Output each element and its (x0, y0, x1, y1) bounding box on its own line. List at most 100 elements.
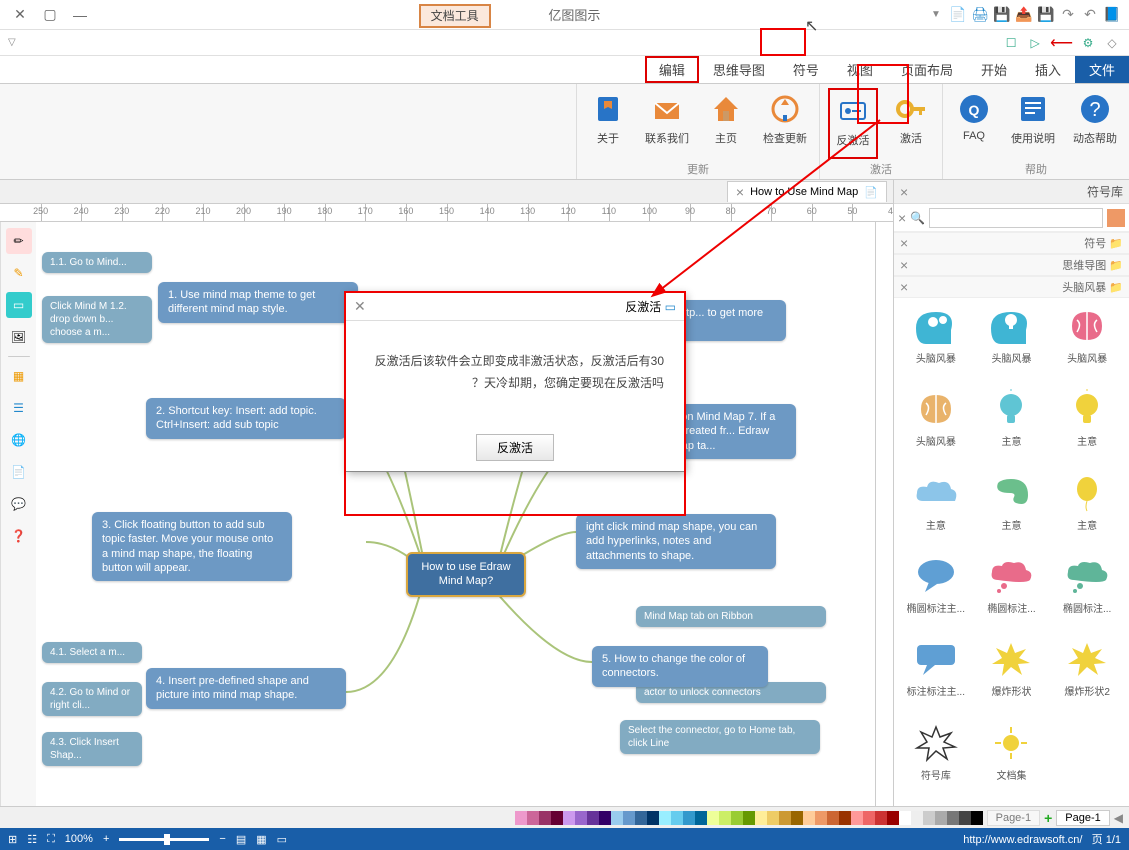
ribbon-home-button[interactable]: 主页 (703, 88, 749, 159)
page-nav-icon[interactable]: ◀ (1114, 811, 1123, 825)
ribbon-manual-button[interactable]: 使用说明 (1007, 88, 1059, 159)
vt-pen-icon[interactable]: ✎ (6, 260, 32, 286)
sb-icon3[interactable]: ⊞ (8, 833, 17, 846)
menu-file[interactable]: 文件 (1075, 56, 1129, 83)
vt-list-icon[interactable]: ☰ (6, 395, 32, 421)
vt-rect-icon[interactable]: ▭ (6, 292, 32, 318)
sidebar-cat-2[interactable]: 📁 头脑风暴× (894, 276, 1129, 298)
tool-tab[interactable]: 文档工具 (419, 4, 491, 28)
tab-close-icon[interactable]: × (736, 184, 744, 200)
undo-icon[interactable]: ↶ (1081, 6, 1099, 24)
minimize-button[interactable]: — (68, 5, 92, 25)
expand-icon[interactable]: ▽ (8, 37, 16, 48)
shape-item[interactable]: 主意 (1051, 387, 1123, 466)
color-swatch[interactable] (539, 811, 551, 825)
shape-item[interactable]: 爆炸形状 (976, 637, 1048, 716)
mindmap-center[interactable]: How to use Edraw Mind Map? (406, 552, 526, 597)
maximize-button[interactable]: ▢ (38, 5, 62, 25)
collapse-icon[interactable]: ◇ (1103, 34, 1121, 52)
color-swatch[interactable] (683, 811, 695, 825)
mindmap-node[interactable]: Mind Map tab on Ribbon (636, 606, 826, 627)
menu-view[interactable]: 视图 (833, 56, 887, 83)
ribbon-about-button[interactable]: 关于 (585, 88, 631, 159)
shape-item[interactable]: 头脑风暴 (1051, 304, 1123, 383)
ribbon-deact-button[interactable]: 反激活 (828, 88, 878, 159)
gear-icon[interactable]: ⚙ (1079, 34, 1097, 52)
color-palette[interactable] (6, 811, 983, 825)
color-swatch[interactable] (575, 811, 587, 825)
color-swatch[interactable] (635, 811, 647, 825)
shape-item[interactable]: 椭圆标注... (1051, 554, 1123, 633)
color-swatch[interactable] (899, 811, 911, 825)
nav-icon[interactable]: ▷ (1026, 34, 1044, 52)
category-icon[interactable] (1107, 209, 1125, 227)
dialog-close-button[interactable]: ✕ (354, 298, 366, 315)
mindmap-node[interactable]: 5. How to change the color of connectors… (592, 646, 768, 687)
color-swatch[interactable] (671, 811, 683, 825)
shape-item[interactable]: 主意 (1051, 471, 1123, 550)
menu-edit[interactable]: 编辑 (645, 56, 699, 83)
color-swatch[interactable] (599, 811, 611, 825)
color-swatch[interactable] (875, 811, 887, 825)
sb-view3-icon[interactable]: ▤ (236, 833, 246, 846)
mindmap-node[interactable]: 2. Shortcut key: Insert: add topic. Ctrl… (146, 398, 346, 439)
color-swatch[interactable] (647, 811, 659, 825)
color-swatch[interactable] (815, 811, 827, 825)
shape-item[interactable]: 主意 (900, 471, 972, 550)
color-swatch[interactable] (911, 811, 923, 825)
sidebar-cat-0[interactable]: 📁 符号× (894, 232, 1129, 254)
color-swatch[interactable] (623, 811, 635, 825)
mindmap-node[interactable]: Select the connector, go to Home tab, cl… (620, 720, 820, 754)
color-swatch[interactable] (731, 811, 743, 825)
color-swatch[interactable] (527, 811, 539, 825)
color-swatch[interactable] (863, 811, 875, 825)
shape-item[interactable]: 符号库 (900, 721, 972, 800)
color-swatch[interactable] (695, 811, 707, 825)
ribbon-key-button[interactable]: 激活 (888, 88, 934, 159)
color-swatch[interactable] (839, 811, 851, 825)
sb-icon1[interactable]: ⛶ (47, 833, 55, 846)
ribbon-help-dyn-button[interactable]: ?动态帮助 (1069, 88, 1121, 159)
color-swatch[interactable] (707, 811, 719, 825)
color-swatch[interactable] (947, 811, 959, 825)
vt-msg-icon[interactable]: 💬 (6, 491, 32, 517)
ribbon-update-button[interactable]: 检查更新 (759, 88, 811, 159)
color-swatch[interactable] (563, 811, 575, 825)
shape-item[interactable]: 椭圆标注主... (900, 554, 972, 633)
close-button[interactable]: ✕ (8, 5, 32, 25)
menu-symbol[interactable]: 符号 (779, 56, 833, 83)
search-clear[interactable]: × (898, 210, 906, 226)
mindmap-node[interactable]: ight click mind map shape, you can add h… (576, 514, 776, 569)
search-input[interactable] (929, 208, 1103, 228)
canvas-tab[interactable]: 📄 How to Use Mind Map × (727, 181, 887, 202)
vt-eraser-icon[interactable]: ✏ (6, 228, 32, 254)
mindmap-node[interactable]: 3. Click floating button to add sub topi… (92, 512, 292, 581)
shape-item[interactable]: 椭圆标注... (976, 554, 1048, 633)
dropdown-icon[interactable]: ▼ (927, 6, 945, 24)
shape-item[interactable]: 文档集 (976, 721, 1048, 800)
menu-layout[interactable]: 页面布局 (887, 56, 967, 83)
save-icon[interactable]: 💾 (1037, 6, 1055, 24)
shape-item[interactable]: 主意 (976, 471, 1048, 550)
color-swatch[interactable] (887, 811, 899, 825)
shape-item[interactable]: 标注标注主... (900, 637, 972, 716)
color-swatch[interactable] (923, 811, 935, 825)
print-icon[interactable]: 🖨 (971, 6, 989, 24)
export-icon[interactable]: 📤 (1015, 6, 1033, 24)
mindmap-node[interactable]: 4.2. Go to Mind or right cli... (42, 682, 142, 716)
color-swatch[interactable] (515, 811, 527, 825)
color-swatch[interactable] (791, 811, 803, 825)
search-icon[interactable]: 🔍 (910, 211, 925, 225)
sb-view2-icon[interactable]: ▦ (256, 833, 266, 846)
mindmap-node[interactable]: 4. Insert pre-defined shape and picture … (146, 668, 346, 709)
sidebar-cat-1[interactable]: 📁 思维导图× (894, 254, 1129, 276)
color-swatch[interactable] (971, 811, 983, 825)
vt-help-icon[interactable]: ❓ (6, 523, 32, 549)
zoom-slider[interactable] (119, 838, 209, 841)
menu-mindmap[interactable]: 思维导图 (699, 56, 779, 83)
color-swatch[interactable] (851, 811, 863, 825)
nav2-icon[interactable]: ☐ (1002, 34, 1020, 52)
redo-icon[interactable]: ↷ (1059, 6, 1077, 24)
save2-icon[interactable]: 💾 (993, 6, 1011, 24)
mindmap-node[interactable]: Click Mind M 1.2. drop down b... choose … (42, 296, 152, 343)
